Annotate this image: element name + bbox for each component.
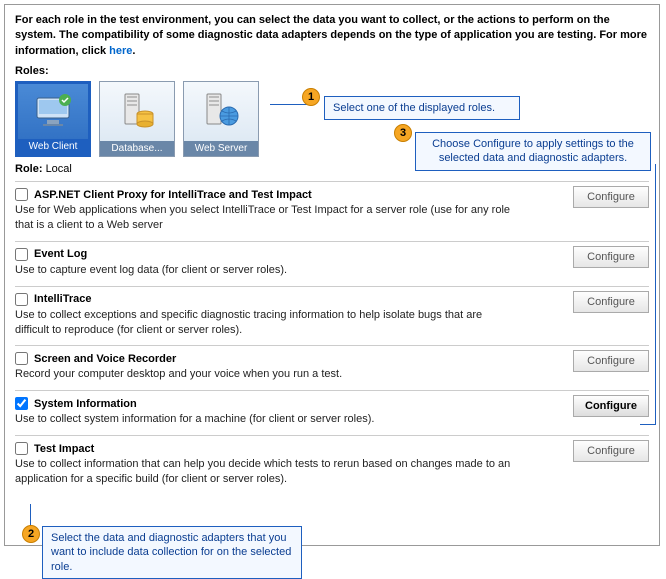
adapter-row: Event Log Use to capture event log data (… <box>15 241 649 286</box>
configure-button[interactable]: Configure <box>573 440 649 462</box>
callout-badge-1: 1 <box>302 88 320 106</box>
adapter-desc: Use to collect system information for a … <box>15 412 515 427</box>
adapter-row: IntelliTrace Use to collect exceptions an… <box>15 286 649 346</box>
adapter-desc: Record your computer desktop and your vo… <box>15 367 515 382</box>
adapter-row: System Information Use to collect system … <box>15 390 649 435</box>
adapter-checkbox[interactable] <box>15 293 28 306</box>
intro-part-b: . <box>132 45 135 57</box>
configure-button[interactable]: Configure <box>573 291 649 313</box>
adapter-row: ASP.NET Client Proxy for IntelliTrace an… <box>15 181 649 241</box>
role-label-static: Role: <box>15 163 43 175</box>
adapter-checkbox[interactable] <box>15 248 28 261</box>
adapter-title: System Information <box>34 398 137 410</box>
adapters-list: ASP.NET Client Proxy for IntelliTrace an… <box>15 181 649 495</box>
callout-1: Select one of the displayed roles. <box>324 96 520 120</box>
adapter-row: Test Impact Use to collect information th… <box>15 435 649 495</box>
adapter-desc: Use to collect exceptions and specific d… <box>15 308 515 338</box>
callout-2: Select the data and diagnostic adapters … <box>42 526 302 579</box>
roles-label: Roles: <box>15 65 649 77</box>
configure-button[interactable]: Configure <box>573 395 649 417</box>
configure-button[interactable]: Configure <box>573 246 649 268</box>
adapter-title: ASP.NET Client Proxy for IntelliTrace an… <box>34 189 312 201</box>
configure-button[interactable]: Configure <box>573 350 649 372</box>
settings-panel: For each role in the test environment, y… <box>4 4 660 546</box>
adapter-checkbox[interactable] <box>15 442 28 455</box>
adapter-title: Event Log <box>34 248 87 260</box>
adapter-title: IntelliTrace <box>34 293 91 305</box>
role-tile-web-server[interactable]: Web Server <box>183 81 259 157</box>
monitor-icon <box>18 94 88 128</box>
callout-connector <box>655 164 656 424</box>
configure-button[interactable]: Configure <box>573 186 649 208</box>
callout-badge-2: 2 <box>22 525 40 543</box>
callout-3: Choose Configure to apply settings to th… <box>415 132 651 171</box>
role-label: Database... <box>100 141 174 156</box>
adapter-checkbox[interactable] <box>15 188 28 201</box>
adapter-desc: Use to capture event log data (for clien… <box>15 263 515 278</box>
here-link[interactable]: here <box>109 45 132 57</box>
web-server-icon <box>184 92 258 132</box>
adapter-title: Test Impact <box>34 443 94 455</box>
intro-text: For each role in the test environment, y… <box>15 13 649 59</box>
adapter-checkbox[interactable] <box>15 397 28 410</box>
adapter-row: Screen and Voice Recorder Record your com… <box>15 345 649 390</box>
role-label: Web Client <box>18 139 88 154</box>
adapter-checkbox[interactable] <box>15 352 28 365</box>
role-label: Web Server <box>184 141 258 156</box>
callout-connector <box>640 424 656 425</box>
database-server-icon <box>100 92 174 132</box>
role-tile-database[interactable]: Database... <box>99 81 175 157</box>
role-tile-web-client[interactable]: Web Client <box>15 81 91 157</box>
callout-connector <box>270 104 310 105</box>
adapter-desc: Use to collect information that can help… <box>15 457 515 487</box>
adapter-title: Screen and Voice Recorder <box>34 353 176 365</box>
callout-badge-3: 3 <box>394 124 412 142</box>
role-value: Local <box>46 163 72 175</box>
adapter-desc: Use for Web applications when you select… <box>15 203 515 233</box>
